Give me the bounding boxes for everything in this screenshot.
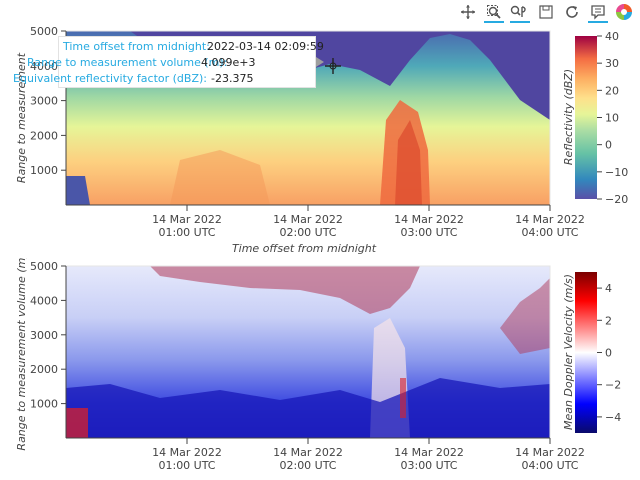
- tooltip-label: Time offset from midnight:: [63, 40, 210, 53]
- y-tick-label: 1000: [30, 398, 58, 411]
- y-tick-label: 3000: [30, 95, 58, 108]
- reset-icon: [566, 6, 578, 18]
- x-tick-label: 01:00 UTC: [158, 459, 215, 472]
- plot-toolbar: [458, 2, 634, 24]
- y-tick-label: 3000: [30, 329, 58, 342]
- colorbar-tick-label: 30: [605, 57, 619, 70]
- colorbar-tick-label: −10: [605, 166, 628, 179]
- y-tick-label: 4000: [30, 60, 58, 73]
- tooltip-row-time: Time offset from midnight: 2022-03-14 02…: [63, 39, 324, 55]
- x-tick-label: 14 Mar 2022: [273, 213, 343, 226]
- x-axis-label: Time offset from midnight: [232, 242, 377, 255]
- tooltip-value: 4.099e+3: [201, 56, 256, 69]
- x-tick-label: 01:00 UTC: [158, 226, 215, 239]
- crosshair-cursor-icon: [325, 58, 341, 74]
- colorbar-tick-label: −2: [605, 379, 621, 392]
- x-tick-label: 14 Mar 2022: [394, 446, 464, 459]
- colorbar-tick-label: 40: [605, 30, 619, 43]
- hover-tool[interactable]: [588, 3, 608, 23]
- tooltip-row-range: Range to measurement volume (m): 4.099e+…: [27, 55, 311, 71]
- colorbar-tick-label: 0: [605, 347, 612, 360]
- x-tick-label: 03:00 UTC: [400, 226, 457, 239]
- tooltip-row-reflectivity: Equivalent reflectivity factor (dBZ): -2…: [13, 71, 311, 87]
- move-icon: [461, 5, 475, 19]
- x-tick-label: 04:00 UTC: [521, 226, 578, 239]
- reset-tool[interactable]: [562, 3, 582, 23]
- x-tick-label: 03:00 UTC: [400, 459, 457, 472]
- x-tick-label: 14 Mar 2022: [515, 446, 585, 459]
- colorbar-tick-label: 20: [605, 84, 619, 97]
- x-tick-label: 14 Mar 2022: [394, 213, 464, 226]
- y-tick-label: 2000: [30, 129, 58, 142]
- bokeh-logo-icon: [616, 4, 632, 20]
- y-tick-label: 2000: [30, 363, 58, 376]
- pan-tool[interactable]: [458, 3, 478, 23]
- x-tick-label: 14 Mar 2022: [273, 446, 343, 459]
- box-zoom-tool[interactable]: [484, 3, 504, 23]
- x-tick-label: 04:00 UTC: [521, 459, 578, 472]
- hover-icon: [591, 5, 605, 20]
- colorbar-tick-label: 4: [605, 282, 612, 295]
- wheel-zoom-icon: [510, 5, 526, 17]
- colorbar-tick-label: 10: [605, 112, 619, 125]
- save-tool[interactable]: [536, 3, 556, 23]
- colorbar-tick-label: −20: [605, 193, 628, 206]
- x-tick-label: 14 Mar 2022: [152, 213, 222, 226]
- x-tick-label: 14 Mar 2022: [515, 213, 585, 226]
- doppler-velocity-heatmap: [66, 266, 550, 438]
- y-axis-label-velocity: Range to measurement volume (m): [15, 258, 28, 451]
- wheel-zoom-tool[interactable]: [510, 3, 530, 23]
- x-tick-label: 02:00 UTC: [279, 459, 336, 472]
- x-tick-label: 14 Mar 2022: [152, 446, 222, 459]
- tooltip-value: 2022-03-14 02:09:59: [207, 40, 324, 53]
- hover-tooltip: Time offset from midnight: 2022-03-14 02…: [13, 36, 324, 88]
- y-tick-label: 4000: [30, 294, 58, 307]
- box-zoom-icon: [487, 5, 501, 19]
- reflectivity-colorbar: [575, 36, 597, 199]
- colorbar-tick-label: 2: [605, 314, 612, 327]
- y-tick-label: 5000: [30, 260, 58, 273]
- y-tick-label: 1000: [30, 164, 58, 177]
- colorbar-tick-label: 0: [605, 139, 612, 152]
- colorbar-label: Reflectivity (dBZ): [562, 69, 575, 165]
- y-tick-label: 5000: [30, 25, 58, 38]
- tooltip-value: -23.375: [211, 72, 254, 85]
- colorbar-label-velocity: Mean Doppler Velocity (m/s): [562, 274, 575, 430]
- save-icon: [539, 5, 553, 19]
- velocity-colorbar: [575, 272, 597, 433]
- x-tick-label: 02:00 UTC: [279, 226, 336, 239]
- bokeh-logo[interactable]: [614, 3, 634, 23]
- tooltip-label: Range to measurement volume (m):: [27, 56, 228, 69]
- colorbar-tick-label: −4: [605, 411, 621, 424]
- tooltip-label: Equivalent reflectivity factor (dBZ):: [13, 72, 207, 85]
- y-axis-label: Range to measurement: [15, 52, 28, 183]
